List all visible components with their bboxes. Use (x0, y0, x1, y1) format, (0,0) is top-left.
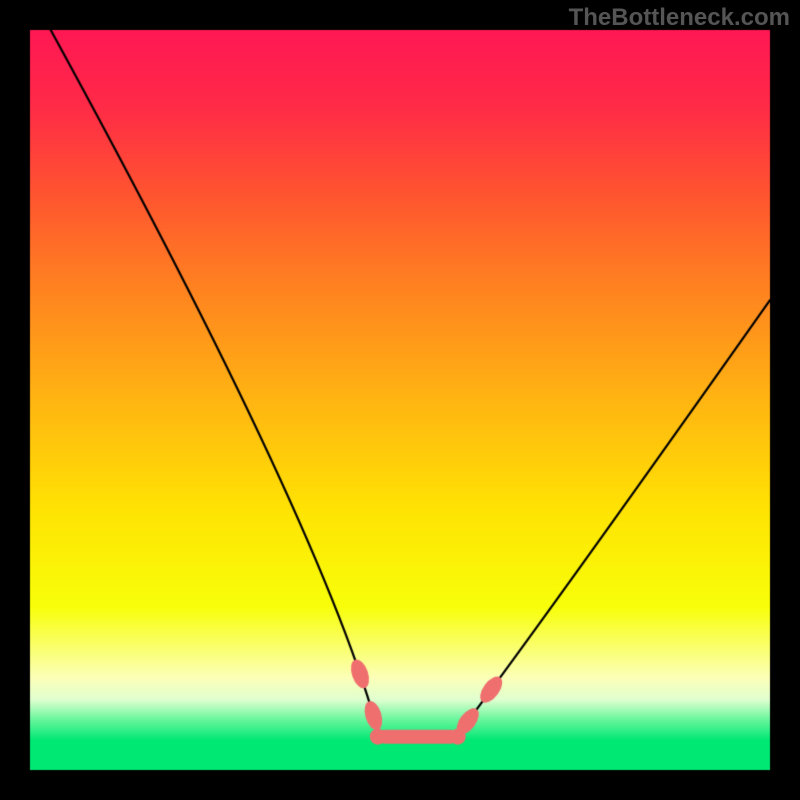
bottleneck-curve-chart (0, 0, 800, 800)
chart-stage: TheBottleneck.com (0, 0, 800, 800)
